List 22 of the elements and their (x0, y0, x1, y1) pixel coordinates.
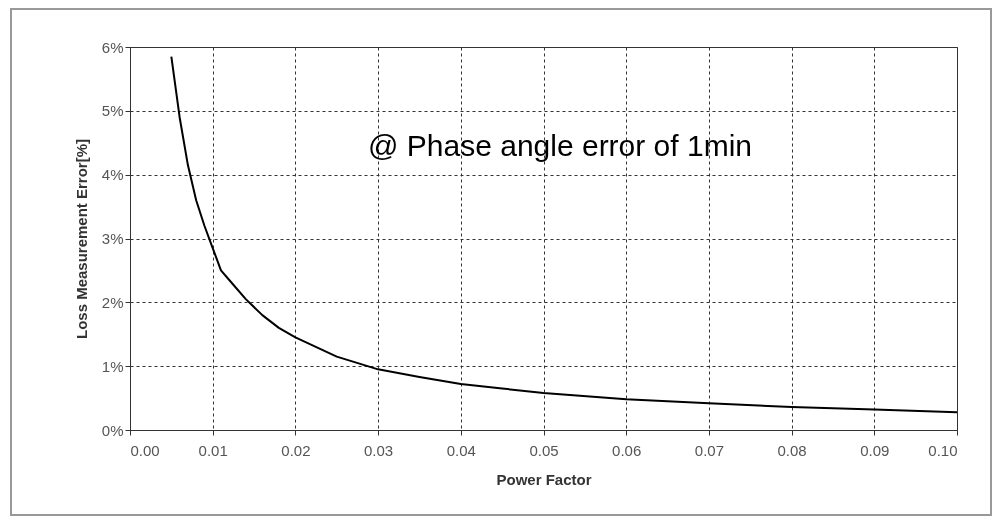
x-tick-label: 0.00 (130, 441, 160, 459)
x-tick-label: 0.06 (612, 441, 642, 459)
y-tick-label: 4% (101, 166, 124, 184)
x-tick-label: 0.08 (777, 441, 807, 459)
y-tick-label: 5% (101, 102, 124, 120)
y-tick-label: 1% (101, 357, 124, 375)
annotation: @ Phase angle error of 1min (368, 129, 752, 162)
line-series (170, 55, 957, 414)
x-tick-label: 0.07 (694, 441, 724, 459)
x-tick-label: 0.03 (364, 441, 394, 459)
y-tick-label: 6% (101, 38, 124, 56)
y-tick-label: 0% (101, 421, 124, 439)
x-tick-label: 0.05 (529, 441, 559, 459)
y-tick-label: 2% (101, 293, 124, 311)
x-axis-title: Power Factor (496, 470, 592, 488)
y-tick-label: 3% (101, 230, 124, 247)
x-tick-label: 0.10 (928, 441, 958, 459)
x-tick-label: 0.04 (446, 441, 476, 459)
x-tick-label: 0.02 (281, 441, 311, 459)
y-axis-title: Loss Measurement Error[%] (72, 138, 90, 340)
x-tick-label: 0.01 (198, 441, 228, 459)
x-tick-label: 0.09 (860, 441, 890, 459)
